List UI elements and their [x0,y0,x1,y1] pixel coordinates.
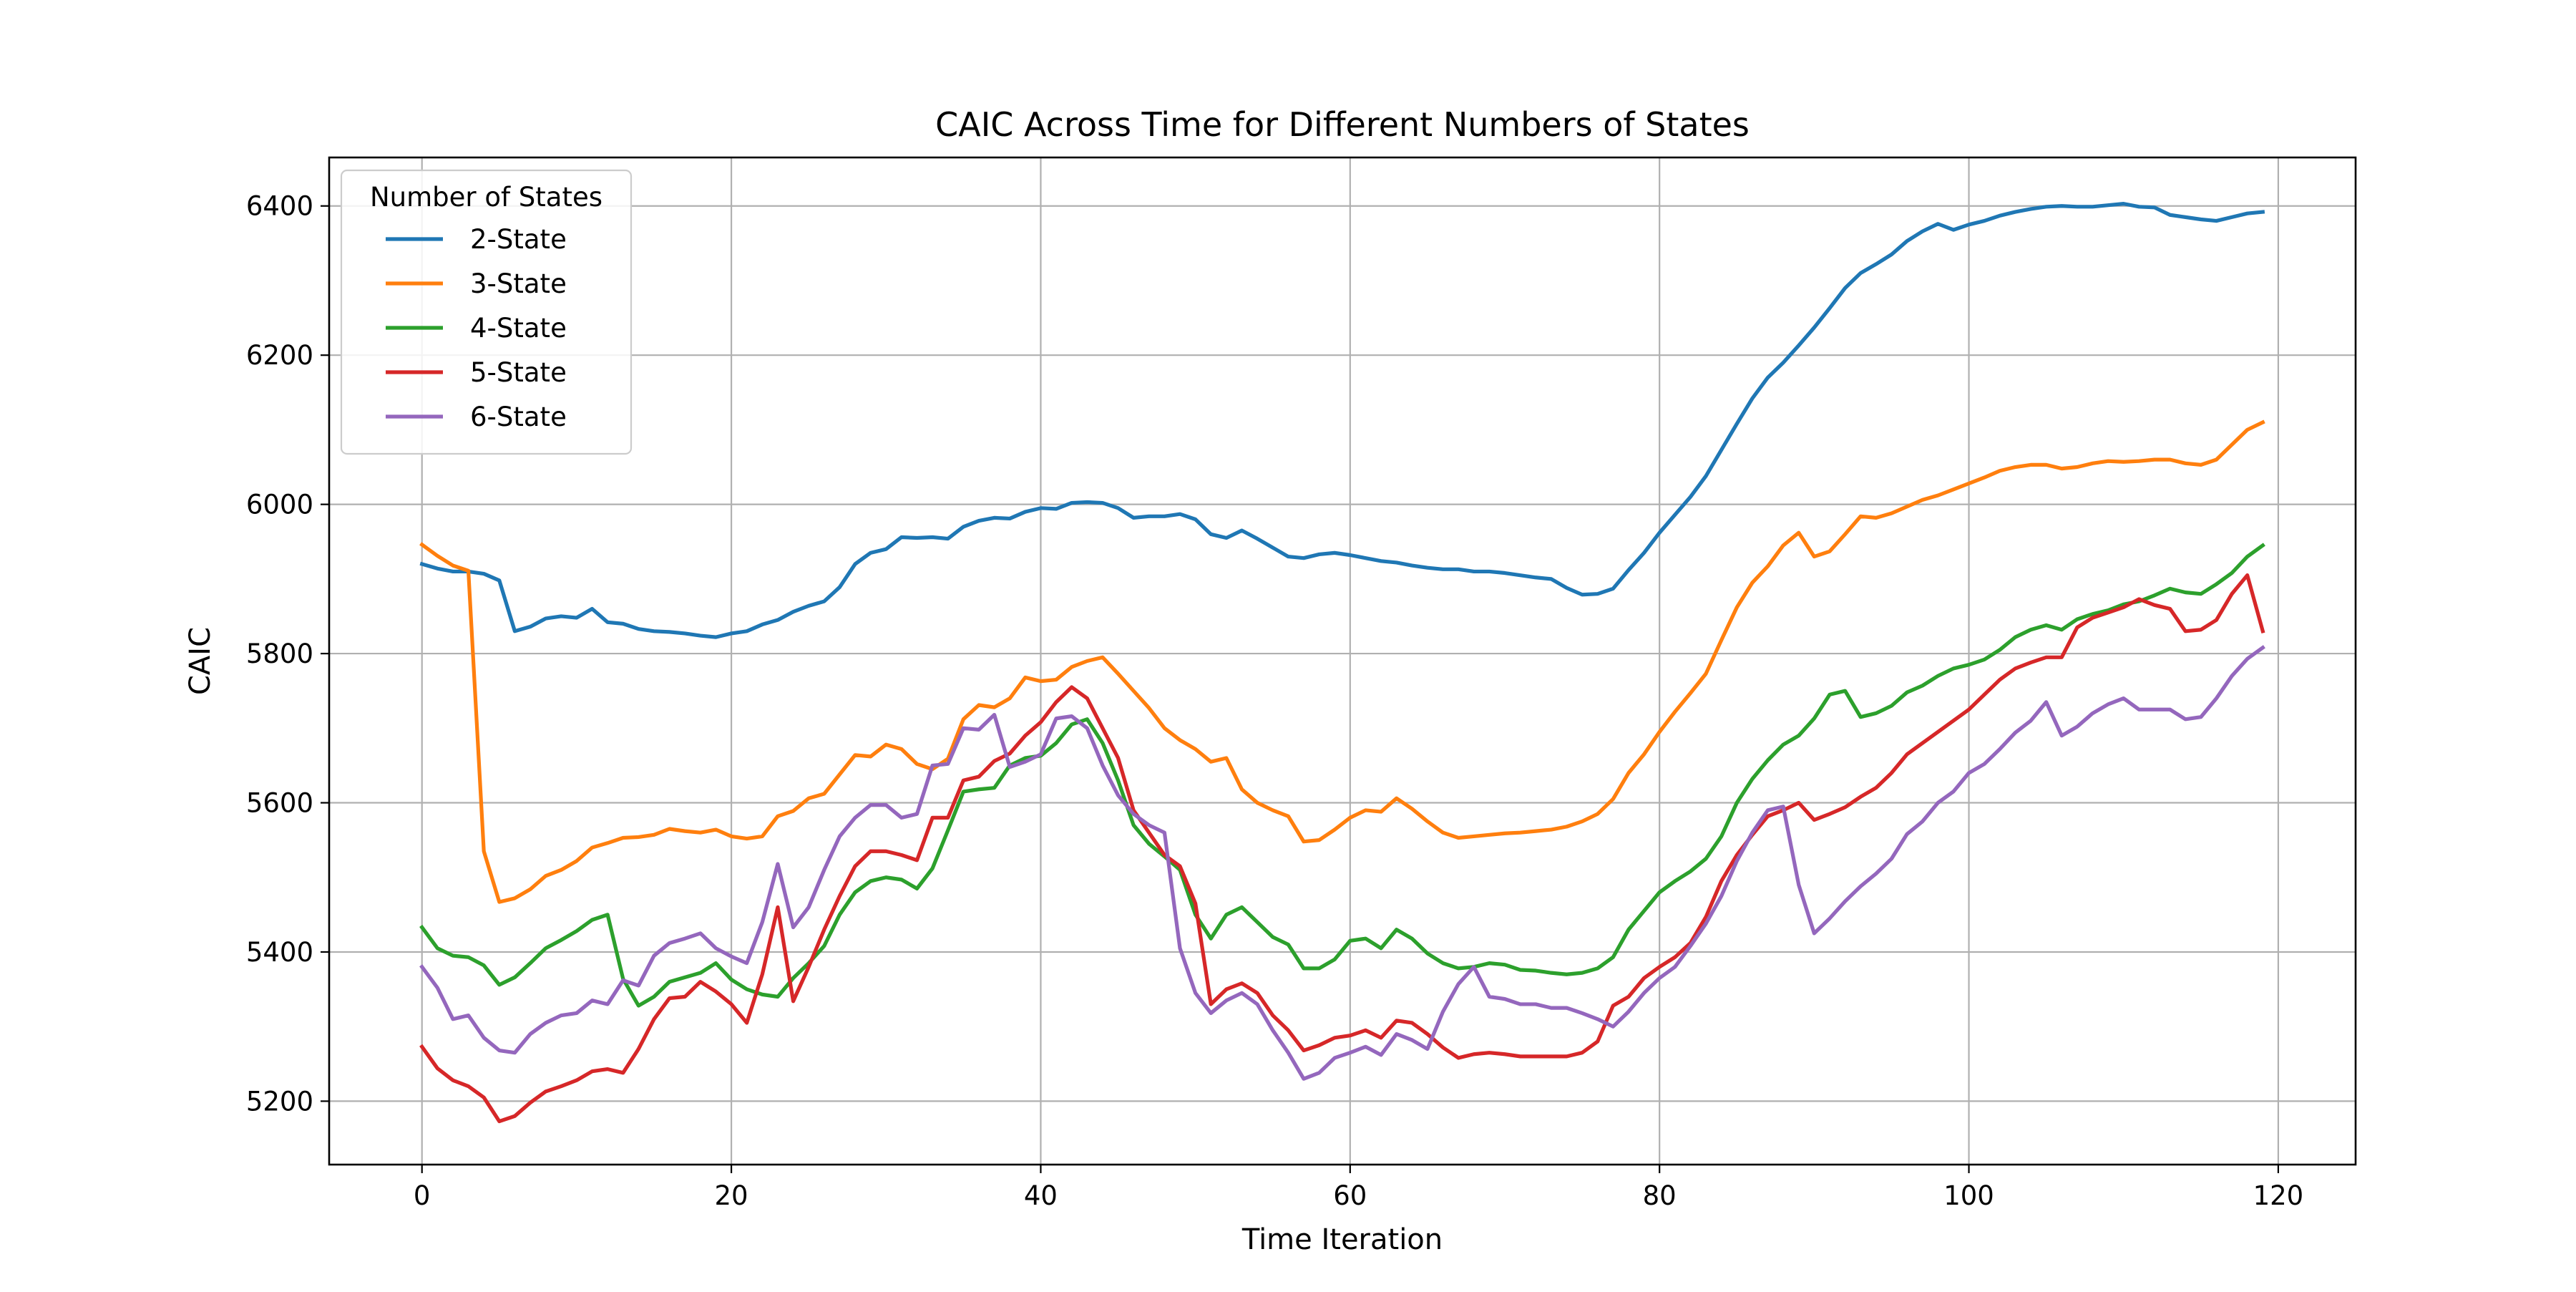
legend-entry-label: 5-State [470,357,567,388]
x-axis-label: Time Iteration [1241,1223,1443,1256]
x-tick-label: 120 [2253,1180,2304,1211]
series-lines [419,202,2265,1124]
legend-entry-label: 6-State [470,402,567,432]
y-tick-label: 5600 [246,788,313,819]
axis-ticks: 0 20 40 60 80 100 120 5200 5400 5600 5800 6000 6200 6… [246,191,2303,1211]
y-tick-label: 6200 [246,340,313,371]
series-line-4-state [419,543,2265,1008]
legend-entry-label: 2-State [470,224,567,255]
y-tick-label: 5800 [246,638,313,669]
y-tick-label: 5200 [246,1086,313,1117]
x-tick-label: 40 [1024,1180,1058,1211]
y-tick-label: 6400 [246,191,313,222]
x-tick-label: 60 [1333,1180,1367,1211]
legend-title: Number of States [370,182,602,213]
legend-entry-label: 4-State [470,313,567,344]
x-tick-label: 20 [715,1180,748,1211]
series-line-6-state [419,645,2265,1081]
legend: Number of States 2-State 3-State 4-State 5-S… [340,169,633,455]
legend-entry-label: 3-State [470,268,567,299]
chart-title: CAIC Across Time for Different Numbers o… [935,105,1750,144]
series-line-3-state [419,419,2265,904]
grid-lines [329,157,2356,1165]
y-tick-label: 6000 [246,490,313,520]
legend-box [340,169,633,455]
y-axis-label: CAIC [184,627,217,695]
x-tick-label: 100 [1943,1180,1994,1211]
series-line-2-state [419,202,2265,639]
x-tick-label: 0 [414,1180,431,1211]
series-line-5-state [419,573,2265,1124]
x-tick-label: 80 [1643,1180,1677,1211]
axes-frame [328,156,2357,1166]
y-tick-label: 5400 [246,937,313,968]
